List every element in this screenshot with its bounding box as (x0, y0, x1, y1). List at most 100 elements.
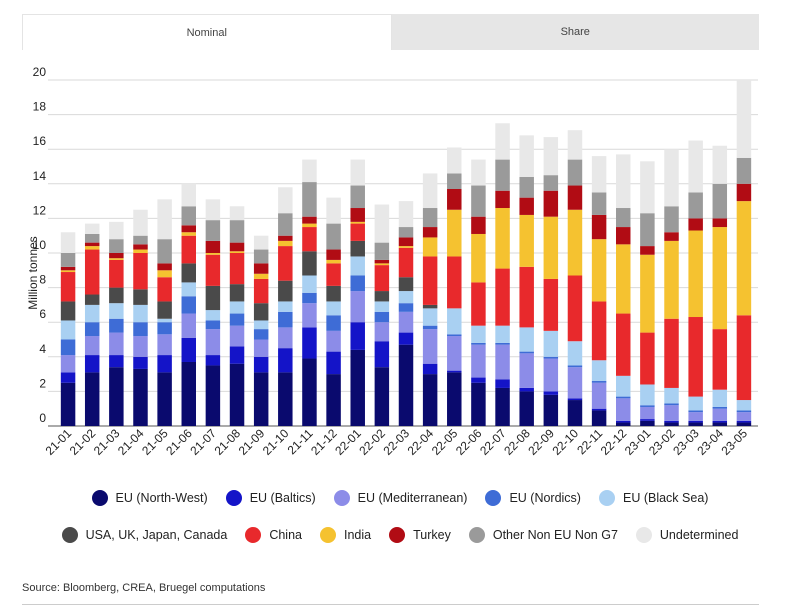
bar-segment (591, 214, 607, 240)
legend-item[interactable]: EU (Baltics) (225, 490, 316, 506)
bar-segment (350, 275, 365, 292)
x-tick-label: 22-09 (525, 426, 557, 458)
bar-segment (229, 363, 245, 426)
bar-segment (109, 221, 124, 240)
bar-segment (350, 240, 365, 257)
bar-segment (422, 325, 438, 330)
bar-segment (471, 282, 486, 326)
bar-segment (543, 190, 559, 217)
bar-segment (591, 192, 607, 215)
bar-segment (736, 201, 752, 316)
bar-segment (205, 329, 221, 356)
bar-segment (712, 227, 728, 330)
legend-label: Turkey (413, 528, 451, 542)
tab-share[interactable]: Share (391, 14, 759, 50)
view-tabs: Nominal Share (22, 14, 759, 50)
bar-segment (398, 291, 414, 304)
bar-segment (422, 237, 438, 257)
legend-swatch (225, 490, 242, 506)
bar-segment (519, 135, 534, 177)
y-tick-label: 2 (39, 376, 46, 390)
bar-segment (253, 356, 269, 373)
legend-swatch (485, 490, 502, 506)
bar-segment (640, 254, 655, 333)
bar-segment (326, 285, 341, 302)
bar-segment (181, 263, 196, 283)
legend-item[interactable]: China (245, 527, 302, 543)
legend-item[interactable]: India (319, 527, 371, 543)
bar-segment (326, 223, 341, 250)
bar-segment (495, 379, 510, 388)
bar-segment (688, 140, 703, 193)
y-tick-label: 20 (33, 65, 47, 79)
bar-segment (374, 367, 390, 426)
bar-segment (253, 278, 269, 304)
bar-segment (543, 356, 559, 359)
bar-segment (567, 341, 583, 366)
bar-segment (133, 356, 148, 369)
bar-segment (133, 235, 148, 245)
bar-segment (84, 355, 100, 373)
bar-segment (471, 377, 486, 383)
bar-segment (60, 270, 76, 273)
bar-segment (326, 351, 341, 375)
x-tick-label: 23-02 (646, 426, 678, 458)
bar-segment (253, 329, 269, 340)
bar-segment (84, 336, 100, 356)
bar-segment (447, 308, 462, 335)
bar-segment (133, 209, 148, 236)
bar-segment (495, 268, 510, 326)
bar-segment (350, 208, 365, 222)
legend-item[interactable]: Undetermined (635, 527, 738, 543)
bar-segment (109, 355, 124, 368)
bar-segment (229, 220, 245, 243)
legend-item[interactable]: USA, UK, Japan, Canada (61, 527, 227, 543)
bar-segment (84, 372, 100, 426)
bar-segment (374, 204, 390, 243)
bar-segment (205, 285, 221, 311)
bar-segment (109, 318, 124, 333)
bar-segment (229, 284, 245, 302)
legend-label: Other Non EU Non G7 (492, 528, 618, 542)
legend-item[interactable]: EU (Mediterranean) (333, 490, 467, 506)
bar-segment (712, 389, 728, 407)
bar-segment (60, 372, 76, 383)
bar-segment (326, 315, 341, 331)
bar-segment (591, 408, 607, 411)
bar-segment (543, 278, 559, 331)
legend-swatch (635, 527, 652, 543)
bar-segment (326, 263, 341, 286)
bar-segment (447, 372, 462, 426)
bar-segment (84, 246, 100, 250)
bar-segment (398, 247, 414, 278)
bar-segment (350, 159, 365, 186)
legend-item[interactable]: EU (Nordics) (485, 490, 581, 506)
bar-segment (157, 301, 172, 319)
x-tick-label: 21-03 (91, 426, 123, 458)
bar-segment (84, 304, 100, 323)
legend-item[interactable]: Turkey (389, 527, 451, 543)
legend-item[interactable]: EU (Black Sea) (598, 490, 708, 506)
bar-segment (543, 216, 559, 279)
bar-segment (447, 147, 462, 174)
legend-item[interactable]: EU (North-West) (91, 490, 208, 506)
bar-segment (616, 420, 631, 423)
bar-segment (567, 185, 583, 210)
bar-segment (109, 367, 124, 426)
bar-segment (326, 197, 341, 224)
x-tick-label: 22-07 (477, 426, 509, 458)
bar-segment (181, 232, 196, 236)
bar-segment (688, 192, 703, 219)
bar-segment (253, 273, 269, 279)
bar-segment (205, 220, 221, 241)
bar-segment (591, 239, 607, 302)
bar-segment (712, 408, 728, 421)
tab-nominal[interactable]: Nominal (22, 14, 392, 50)
bar-segment (471, 342, 486, 345)
legend-item[interactable]: Other Non EU Non G7 (468, 527, 618, 543)
bar-segment (640, 332, 655, 385)
bar-segment (205, 320, 221, 330)
bar-segment (688, 230, 703, 318)
x-tick-label: 22-05 (429, 426, 461, 458)
bar-segment (302, 358, 317, 426)
